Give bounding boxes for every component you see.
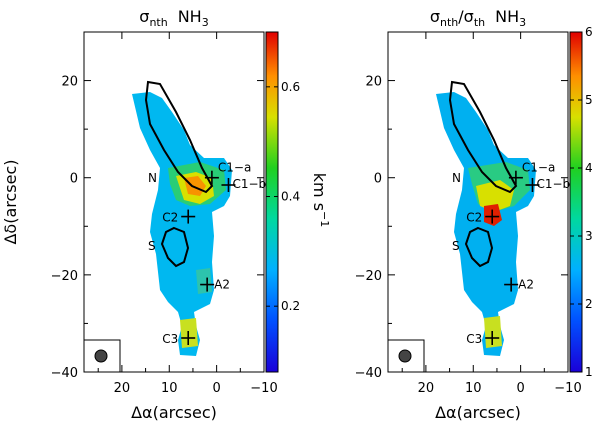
y-tick-label-left: −40	[51, 366, 78, 381]
emission-green-a2-left	[196, 268, 212, 294]
tick-labels-left: 20 10 0 −10 20 0 −20 −40	[51, 75, 278, 396]
source-label-left: A2	[214, 278, 230, 292]
colorbar-tick-label-right: 5	[585, 93, 593, 107]
colorbar-label-left: km s−1	[310, 173, 331, 228]
source-label-right: C2	[466, 211, 482, 225]
region-n-right: N	[452, 171, 461, 185]
y-tick-label-left: −20	[51, 269, 78, 284]
emission-map-right	[436, 92, 536, 356]
colorbar-left	[265, 31, 279, 373]
source-label-right: C1−a	[522, 161, 555, 175]
axes-right	[387, 31, 569, 373]
title-right: σnth/σth NH3	[430, 7, 526, 29]
x-tick-label-left: −10	[250, 381, 277, 396]
source-label-left: C3	[162, 332, 178, 346]
contour-s-left	[160, 226, 190, 268]
emission-orange-left	[184, 176, 206, 196]
axes-left	[83, 31, 265, 373]
y-tick-label-left: 0	[70, 172, 78, 187]
x-tick-label-left: 0	[212, 381, 220, 396]
y-tick-label-left: 20	[61, 75, 78, 90]
region-s-right: S	[452, 239, 460, 253]
contour-n-right	[448, 80, 518, 194]
colorbar-right	[569, 31, 583, 373]
colorbar-tick-label-left: 0.6	[281, 80, 300, 94]
colorbar-ticks-right: 1 2 3 4 5 6	[570, 25, 593, 379]
panel-right: σnth/σth NH3 20 10 0 −10 20 0 −20 −40 C1−a C1−b C2…	[355, 7, 593, 422]
contour-s-right	[464, 226, 494, 268]
x-tick-label-right: 20	[418, 381, 435, 396]
y-tick-label-right: −20	[355, 269, 382, 284]
region-n-left: N	[148, 171, 157, 185]
xlabel-right: Δα(arcsec)	[435, 403, 521, 422]
colorbar-tick-label-left: 0.4	[281, 190, 300, 204]
ticks-right	[388, 31, 569, 373]
beam-right	[398, 349, 412, 363]
region-s-left: S	[148, 239, 156, 253]
title-left: σnth NH3	[139, 7, 208, 29]
colorbar-ticks-left: 0.2 0.4 0.6	[266, 80, 300, 313]
source-label-left: C1−b	[232, 177, 266, 191]
emission-map-left	[132, 92, 232, 356]
source-label-right: A2	[518, 278, 534, 292]
emission-yellow-right	[476, 180, 514, 212]
map-left	[132, 92, 232, 356]
map-right	[436, 92, 536, 356]
sources-left: C1−a C1−b C2 A2 C3	[162, 161, 266, 346]
x-tick-label-left: 20	[114, 381, 131, 396]
ylabel-left: Δδ(arcsec)	[1, 159, 20, 244]
tick-labels-right: 20 10 0 −10 20 0 −20 −40	[355, 75, 582, 396]
contour-n-left	[144, 80, 214, 194]
ticks-left	[84, 31, 265, 373]
panel-left: σnth NH3 20 10 0 −10 20 0 −20 −40 C1−a C1−b C2 A2 C3…	[1, 7, 331, 422]
colorbar-tick-label-right: 1	[585, 365, 593, 379]
beam-left	[94, 349, 108, 363]
y-tick-label-right: 20	[365, 75, 382, 90]
y-tick-label-right: 0	[374, 172, 382, 187]
source-label-left: C1−a	[218, 161, 251, 175]
sources-right: C1−a C1−b C2 A2 C3	[466, 161, 570, 346]
colorbar-tick-label-right: 2	[585, 297, 593, 311]
colorbar-tick-label-left: 0.2	[281, 299, 300, 313]
colorbar-tick-label-right: 3	[585, 229, 593, 243]
beam-box-right	[387, 339, 425, 373]
x-tick-label-right: −10	[554, 381, 581, 396]
source-label-right: C3	[466, 332, 482, 346]
y-tick-label-right: −40	[355, 366, 382, 381]
colorbar-tick-label-right: 6	[585, 25, 593, 39]
x-tick-label-left: 10	[161, 381, 178, 396]
source-label-left: C2	[162, 211, 178, 225]
x-tick-label-right: 10	[465, 381, 482, 396]
source-label-right: C1−b	[536, 177, 570, 191]
xlabel-left: Δα(arcsec)	[131, 403, 217, 422]
colorbar-tick-label-right: 4	[585, 161, 593, 175]
x-tick-label-right: 0	[516, 381, 524, 396]
